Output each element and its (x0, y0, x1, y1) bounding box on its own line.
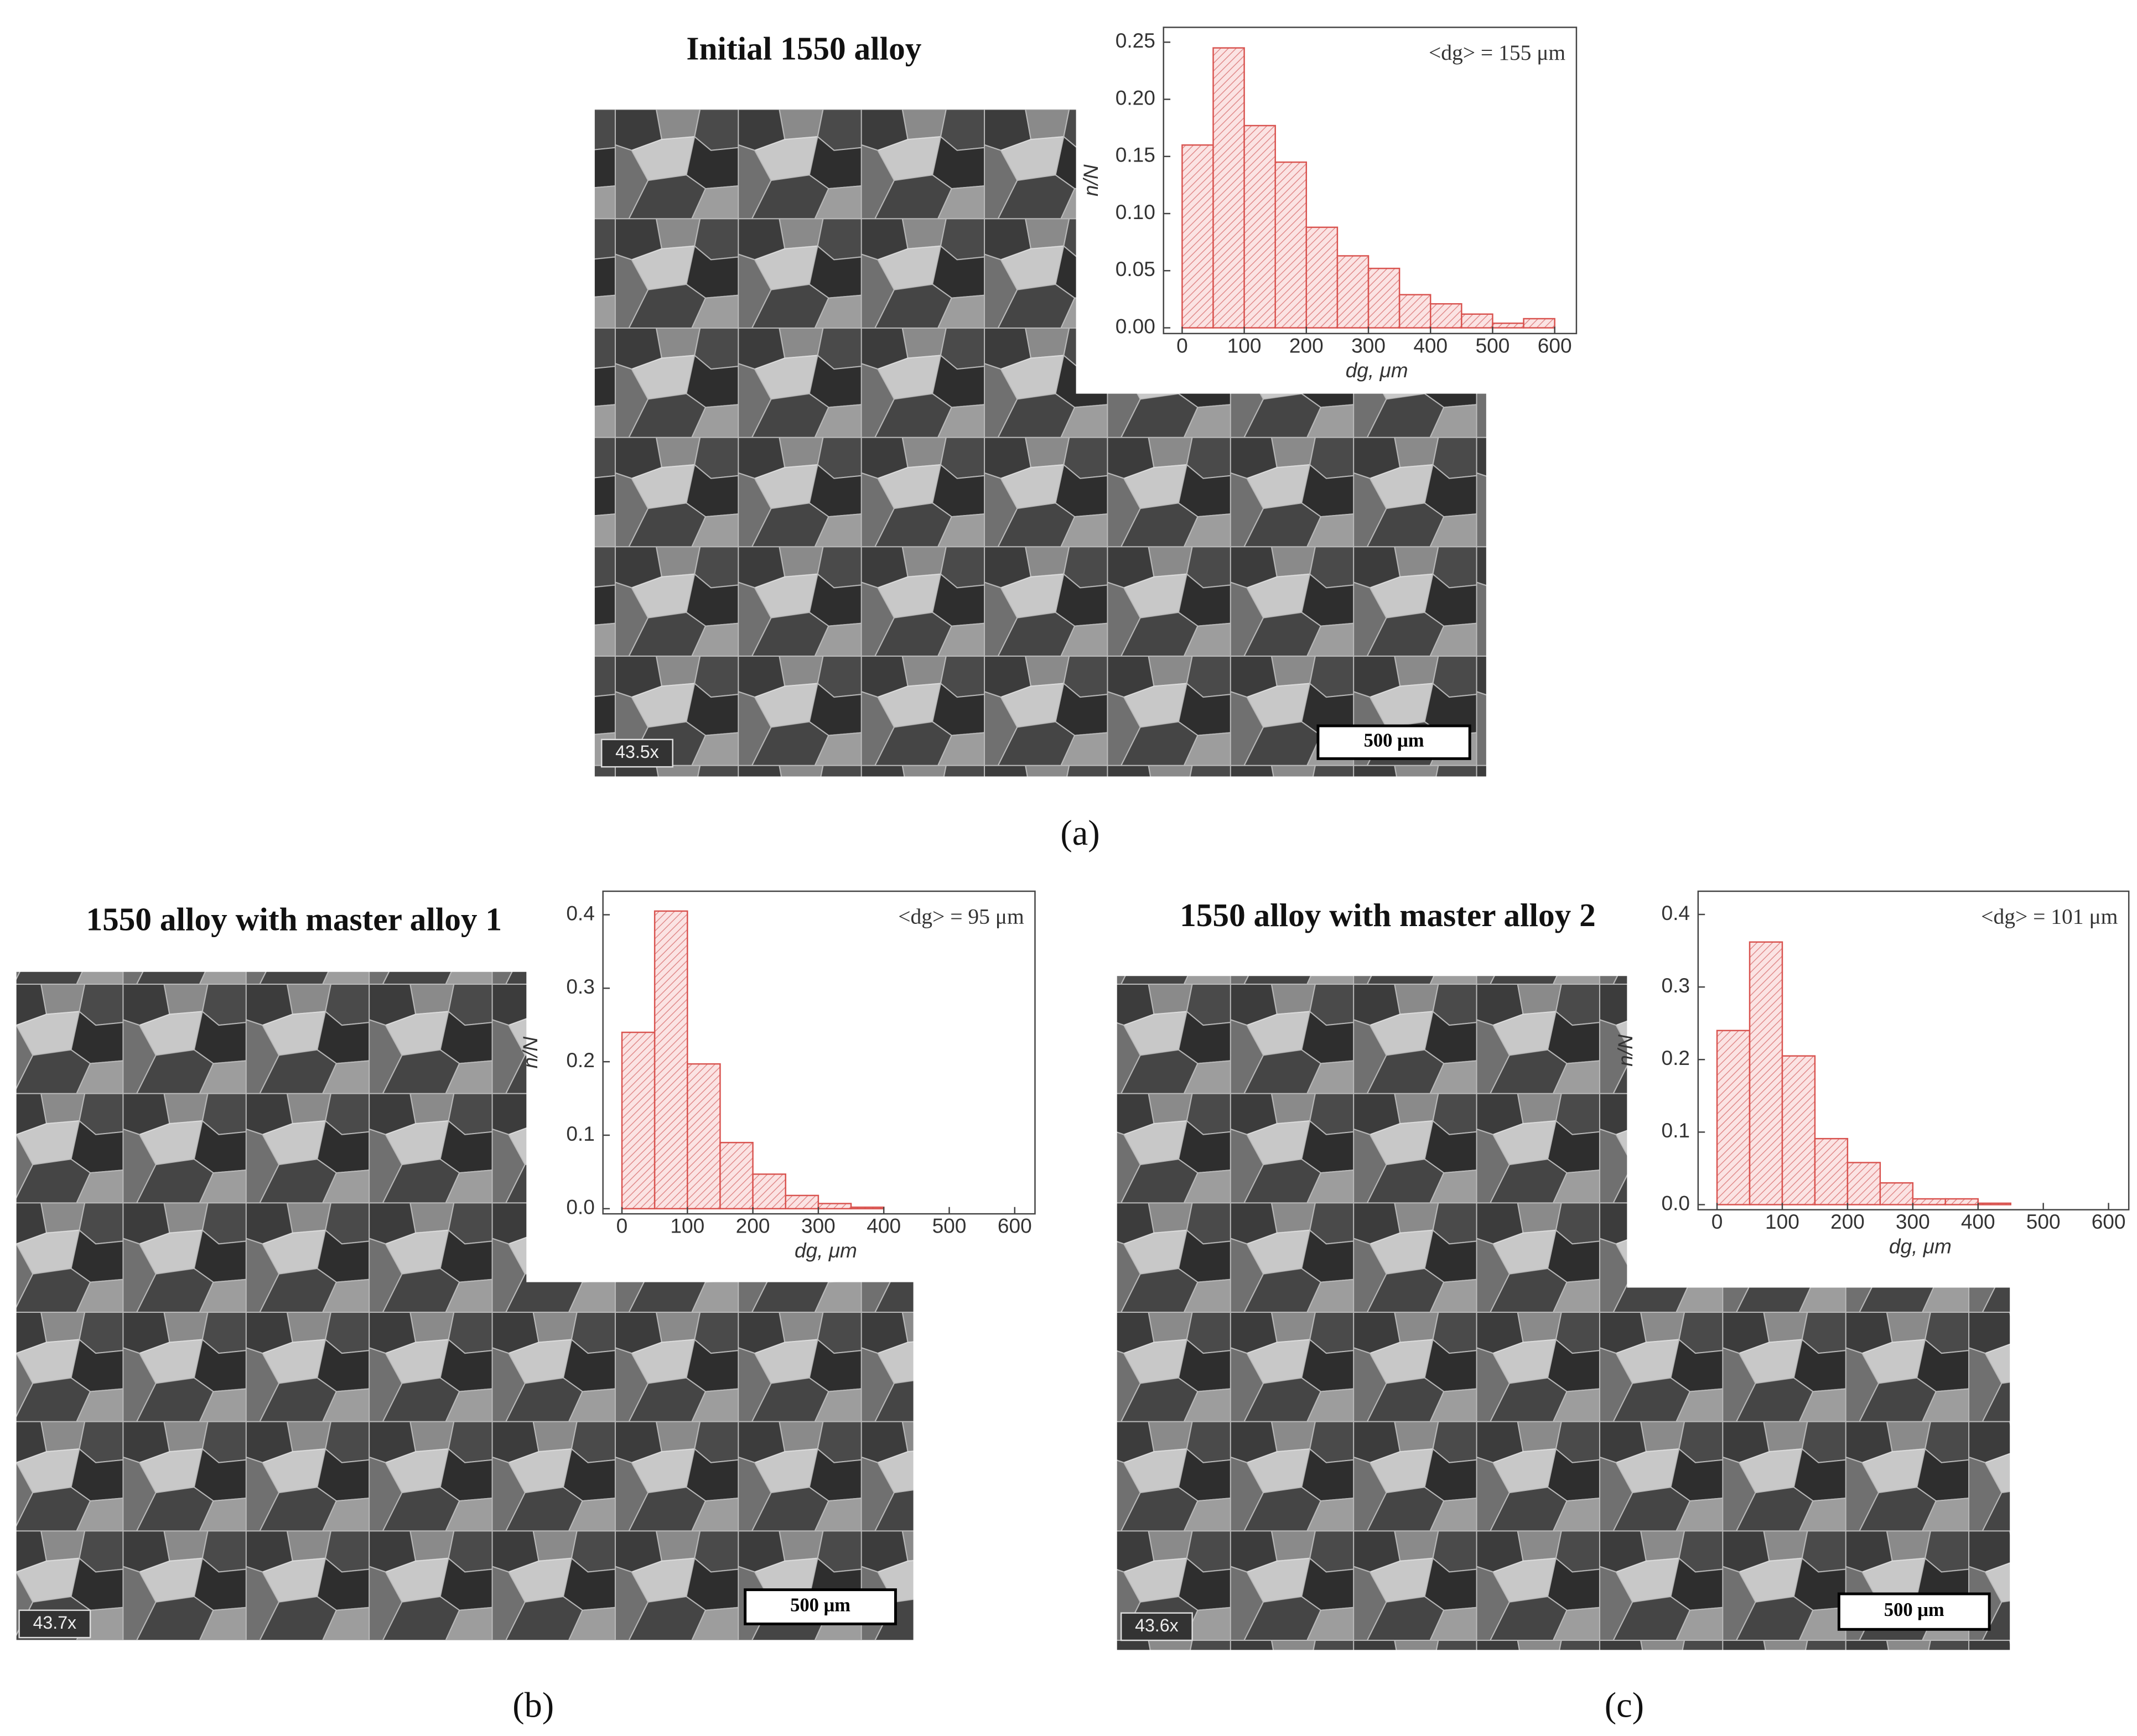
histogram-bar (1181, 144, 1214, 329)
scale-bar-label: 500 μm (1364, 730, 1424, 751)
histogram-bar (1814, 1137, 1849, 1205)
x-tick-label: 300 (1351, 334, 1386, 357)
x-tick-label: 200 (1830, 1210, 1865, 1233)
mean-annotation: <dg> = 155 μm (1429, 40, 1565, 65)
mean-annotation: <dg> = 101 μm (1981, 905, 2118, 929)
x-tick-label: 600 (998, 1214, 1032, 1238)
histogram-bar (1879, 1182, 1914, 1205)
y-tick-label: 0.25 (1116, 29, 1155, 52)
y-tick-label: 0.1 (566, 1122, 595, 1145)
magnification: 43.6x (1135, 1615, 1179, 1635)
micrograph (16, 971, 914, 1641)
x-axis-label: dg, μm (1346, 358, 1408, 382)
histogram-bar (719, 1142, 754, 1210)
scale-bar-box (1316, 724, 1471, 760)
x-tick-label: 500 (1476, 334, 1510, 357)
magnification: 43.7x (33, 1613, 77, 1633)
panel-label: (c) (1605, 1685, 1644, 1724)
histogram-bar (1977, 1202, 2011, 1205)
histogram-bar (1523, 318, 1555, 329)
y-tick-label: 0.4 (1661, 901, 1690, 924)
histogram-bar (850, 1206, 885, 1210)
histogram-bar (687, 1063, 721, 1210)
y-axis-label: n/N (1079, 164, 1102, 196)
x-axis-label: dg, μm (795, 1239, 857, 1262)
y-tick-label: 0.10 (1116, 200, 1155, 224)
y-tick-label: 0.4 (566, 901, 595, 924)
x-tick-label: 600 (2092, 1210, 2126, 1233)
x-tick-label: 0 (616, 1214, 628, 1238)
y-tick-label: 0.2 (566, 1048, 595, 1072)
panel-label: (b) (512, 1685, 554, 1724)
y-tick-label: 0.00 (1116, 314, 1155, 337)
histogram-bar (1243, 124, 1276, 329)
histogram-bar (1336, 255, 1370, 329)
histogram-bar (653, 910, 688, 1210)
histogram-bar (1781, 1055, 1816, 1205)
micrograph (594, 109, 1486, 777)
y-tick-label: 0.1 (1661, 1119, 1690, 1142)
y-tick-label: 0.0 (1661, 1191, 1690, 1214)
histogram-bar (1716, 1030, 1751, 1205)
x-tick-label: 300 (801, 1214, 836, 1238)
panel-title: Initial 1550 alloy (686, 30, 921, 67)
y-tick-label: 0.0 (566, 1196, 595, 1219)
histogram-bar (785, 1194, 819, 1210)
panel-label: (a) (1060, 813, 1099, 853)
y-tick-label: 0.2 (1661, 1046, 1690, 1069)
histogram-bar (1749, 941, 1783, 1205)
scale-bar-label: 500 μm (790, 1594, 850, 1615)
x-tick-label: 400 (1413, 334, 1448, 357)
histogram-bar (1461, 313, 1493, 329)
x-tick-label: 200 (736, 1214, 770, 1238)
mean-annotation: <dg> = 95 μm (898, 905, 1024, 929)
x-tick-label: 300 (1896, 1210, 1930, 1233)
histogram-bar (752, 1173, 786, 1210)
x-tick-label: 100 (1765, 1210, 1799, 1233)
magnification-box (600, 739, 673, 768)
histogram-bar (1492, 323, 1524, 329)
x-tick-label: 100 (1227, 334, 1262, 357)
panel-title: 1550 alloy with master alloy 2 (1180, 897, 1596, 933)
x-tick-label: 500 (2026, 1210, 2061, 1233)
scale-bar-box (744, 1588, 897, 1625)
x-tick-label: 400 (867, 1214, 901, 1238)
x-tick-label: 0 (1176, 334, 1188, 357)
micrograph (1117, 976, 2010, 1650)
x-tick-label: 500 (932, 1214, 967, 1238)
histogram-bar (817, 1203, 852, 1210)
y-tick-label: 0.3 (1661, 974, 1690, 997)
scale-bar-label: 500 μm (1884, 1599, 1944, 1620)
histogram-bar (1305, 226, 1339, 329)
y-tick-label: 0.20 (1116, 86, 1155, 109)
y-tick-label: 0.05 (1116, 257, 1155, 280)
y-axis-label: n/N (1614, 1035, 1637, 1067)
x-tick-label: 100 (670, 1214, 704, 1238)
scale-bar-box (1837, 1592, 1991, 1631)
y-tick-label: 0.3 (566, 975, 595, 998)
histogram-bar (621, 1031, 656, 1210)
x-tick-label: 200 (1289, 334, 1324, 357)
histogram-bar (1944, 1198, 1979, 1205)
histogram-bar (1212, 47, 1245, 329)
histogram-bar (1429, 303, 1462, 329)
magnification: 43.5x (615, 742, 659, 762)
x-tick-label: 400 (1961, 1210, 1995, 1233)
x-axis-label: dg, μm (1889, 1235, 1952, 1258)
x-tick-label: 600 (1538, 334, 1572, 357)
histogram-bar (1912, 1198, 1947, 1205)
panel-title: 1550 alloy with master alloy 1 (86, 901, 502, 937)
histogram-bar (1846, 1162, 1881, 1205)
y-axis-label: n/N (518, 1036, 542, 1068)
histogram-bar (1367, 267, 1401, 329)
histogram-bar (1398, 294, 1431, 329)
histogram-bar (1274, 161, 1308, 329)
magnification-box (18, 1609, 91, 1639)
x-tick-label: 0 (1711, 1210, 1723, 1233)
y-tick-label: 0.15 (1116, 143, 1155, 167)
magnification-box (1120, 1612, 1193, 1641)
